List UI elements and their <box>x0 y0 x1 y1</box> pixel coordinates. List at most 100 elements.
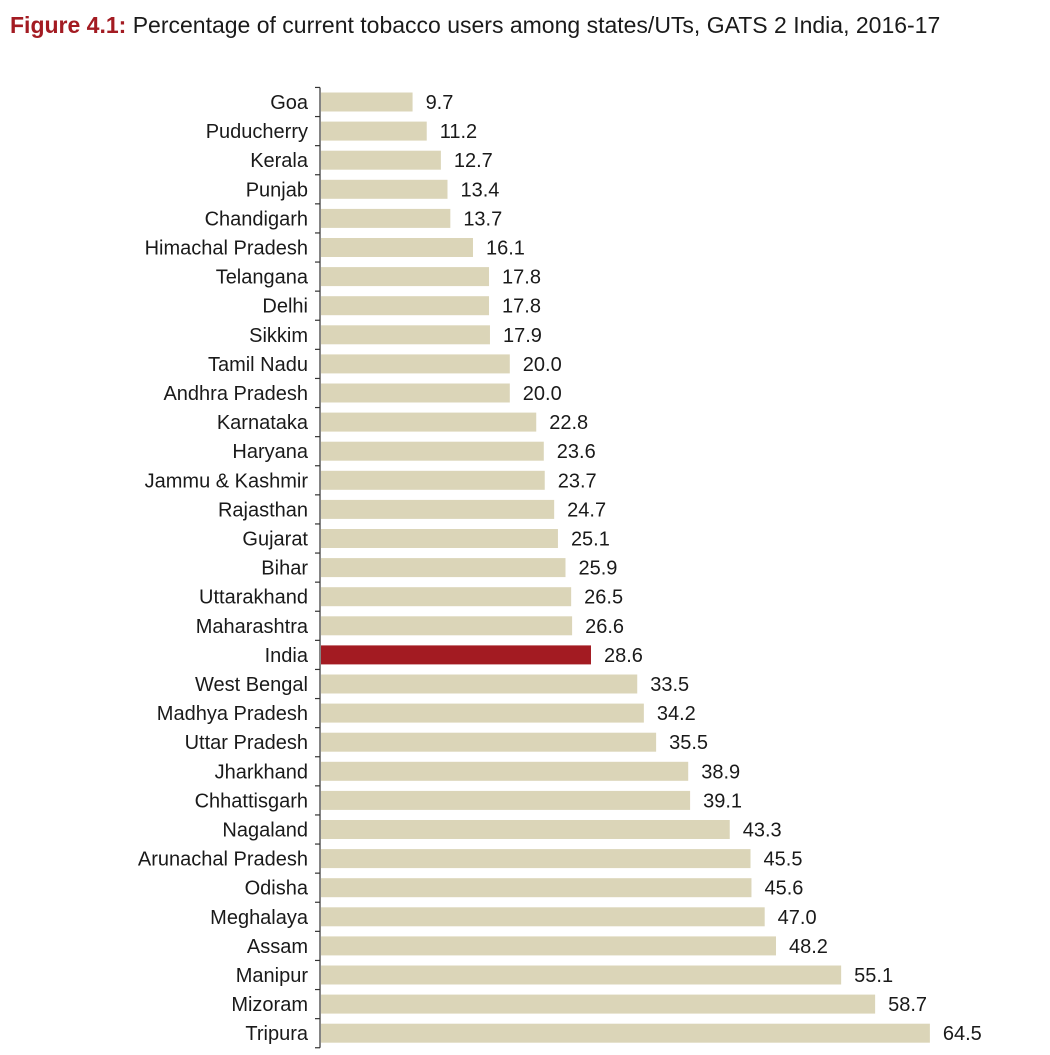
figure-title-text: Percentage of current tobacco users amon… <box>132 12 941 38</box>
bar-sikkim <box>321 325 490 345</box>
category-label-haryana: Haryana <box>232 441 308 463</box>
value-label-goa: 9.7 <box>426 92 454 114</box>
category-label-india: India <box>265 645 309 667</box>
value-label-odisha: 45.6 <box>764 878 803 900</box>
bar-delhi <box>321 296 490 316</box>
y-axis <box>315 86 321 1049</box>
bar-rajasthan <box>321 499 555 519</box>
category-labels: Goa Puducherry Kerala Punjab Chandigarh Himac… <box>138 92 309 1045</box>
value-label-himachal-pradesh: 16.1 <box>486 238 525 260</box>
value-label-meghalaya: 47.0 <box>778 907 817 929</box>
bar-uttar-pradesh <box>321 732 657 752</box>
bar-mizoram <box>321 994 876 1014</box>
bar-tripura <box>321 1023 930 1043</box>
figure-title: Figure 4.1: Percentage of current tobacc… <box>10 12 940 39</box>
value-label-uttar-pradesh: 35.5 <box>669 732 708 754</box>
bar-goa <box>321 92 413 112</box>
category-label-bihar: Bihar <box>261 558 308 580</box>
category-label-meghalaya: Meghalaya <box>210 907 309 929</box>
bar-puducherry <box>321 121 427 141</box>
bar-tamil-nadu <box>321 354 510 374</box>
value-label-arunachal-pradesh: 45.5 <box>764 849 803 871</box>
category-label-assam: Assam <box>247 936 308 958</box>
bar-assam <box>321 936 777 956</box>
value-label-bihar: 25.9 <box>578 558 617 580</box>
category-label-andhra-pradesh: Andhra Pradesh <box>163 383 308 405</box>
value-label-telangana: 17.8 <box>502 267 541 289</box>
value-label-rajasthan: 24.7 <box>567 499 606 521</box>
value-label-delhi: 17.8 <box>502 296 541 318</box>
value-label-chhattisgarh: 39.1 <box>703 790 742 812</box>
category-label-chandigarh: Chandigarh <box>205 208 308 230</box>
bar-india <box>321 645 591 665</box>
bar-haryana <box>321 441 544 461</box>
value-label-nagaland: 43.3 <box>743 820 782 842</box>
bar-andhra-pradesh <box>321 383 510 403</box>
value-label-manipur: 55.1 <box>854 965 893 987</box>
bar-punjab <box>321 179 448 199</box>
bar-gujarat <box>321 529 558 548</box>
value-label-mizoram: 58.7 <box>888 994 927 1016</box>
value-label-assam: 48.2 <box>789 936 828 958</box>
value-label-jammu-kashmir: 23.7 <box>558 470 597 492</box>
bar-telangana <box>321 267 490 287</box>
value-labels: 9.7 11.2 12.7 13.4 13.7 16.1 17.8 17.8 17.9 20.0 2… <box>426 92 982 1045</box>
category-label-rajasthan: Rajasthan <box>218 499 308 521</box>
category-label-tripura: Tripura <box>245 1023 308 1045</box>
category-label-madhya-pradesh: Madhya Pradesh <box>157 703 308 725</box>
value-label-gujarat: 25.1 <box>571 529 610 551</box>
category-label-telangana: Telangana <box>216 267 309 289</box>
value-label-punjab: 13.4 <box>460 179 499 201</box>
bar-jharkhand <box>321 761 689 781</box>
value-label-andhra-pradesh: 20.0 <box>523 383 562 405</box>
value-label-karnataka: 22.8 <box>549 412 588 434</box>
category-label-jharkhand: Jharkhand <box>215 761 308 783</box>
category-label-delhi: Delhi <box>262 296 308 318</box>
bar-jammu-kashmir <box>321 470 545 490</box>
category-label-punjab: Punjab <box>246 179 308 201</box>
category-label-mizoram: Mizoram <box>231 994 308 1016</box>
category-label-manipur: Manipur <box>236 965 309 987</box>
category-label-arunachal-pradesh: Arunachal Pradesh <box>138 849 308 871</box>
category-label-himachal-pradesh: Himachal Pradesh <box>145 238 308 260</box>
bar-maharashtra <box>321 616 573 636</box>
value-label-tamil-nadu: 20.0 <box>523 354 562 376</box>
category-label-nagaland: Nagaland <box>222 820 308 842</box>
value-label-tripura: 64.5 <box>943 1023 982 1045</box>
bar-odisha <box>321 878 752 898</box>
value-label-jharkhand: 38.9 <box>701 761 740 783</box>
bar-meghalaya <box>321 907 765 927</box>
category-label-odisha: Odisha <box>245 878 309 900</box>
bar-madhya-pradesh <box>321 703 644 723</box>
category-label-puducherry: Puducherry <box>206 121 308 143</box>
bar-uttarakhand <box>321 587 572 607</box>
category-label-uttarakhand: Uttarakhand <box>199 587 308 609</box>
category-label-maharashtra: Maharashtra <box>196 616 309 638</box>
bar-himachal-pradesh <box>321 238 473 257</box>
category-label-tamil-nadu: Tamil Nadu <box>208 354 308 376</box>
category-label-uttar-pradesh: Uttar Pradesh <box>185 732 308 754</box>
value-label-uttarakhand: 26.5 <box>584 587 623 609</box>
category-label-karnataka: Karnataka <box>217 412 309 434</box>
value-label-india: 28.6 <box>604 645 643 667</box>
bar-manipur <box>321 965 842 985</box>
bar-nagaland <box>321 820 730 839</box>
bars-layer <box>321 92 930 1043</box>
bar-karnataka <box>321 412 537 432</box>
value-label-haryana: 23.6 <box>557 441 596 463</box>
figure-label: Figure 4.1: <box>10 12 127 38</box>
bar-chhattisgarh <box>321 790 691 810</box>
category-label-sikkim: Sikkim <box>249 325 308 347</box>
value-label-maharashtra: 26.6 <box>585 616 624 638</box>
value-label-madhya-pradesh: 34.2 <box>657 703 696 725</box>
category-label-chhattisgarh: Chhattisgarh <box>195 790 308 812</box>
category-label-west-bengal: West Bengal <box>195 674 308 696</box>
category-label-kerala: Kerala <box>250 150 309 172</box>
category-label-goa: Goa <box>270 92 309 114</box>
bar-chandigarh <box>321 208 451 228</box>
value-label-puducherry: 11.2 <box>440 121 477 143</box>
value-label-sikkim: 17.9 <box>503 325 542 347</box>
bar-bihar <box>321 558 566 578</box>
bar-west-bengal <box>321 674 638 694</box>
